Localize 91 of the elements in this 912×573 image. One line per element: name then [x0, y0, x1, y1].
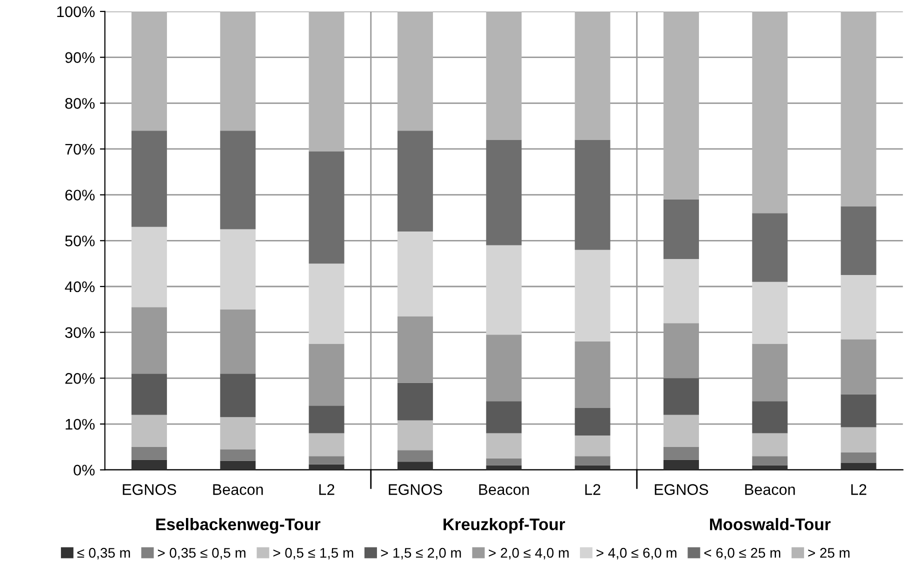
bar — [752, 11, 788, 214]
bar — [574, 408, 610, 436]
bar — [308, 433, 344, 456]
bar — [574, 140, 610, 250]
bar — [397, 450, 433, 462]
bar — [220, 130, 256, 230]
bar — [131, 11, 167, 131]
bar — [574, 435, 610, 456]
bar — [397, 130, 433, 232]
bar — [308, 456, 344, 464]
bar — [220, 460, 256, 470]
bar — [663, 258, 699, 324]
y-tick-label: 0% — [74, 464, 95, 476]
bar — [663, 414, 699, 447]
text: Mooswald-Tour — [710, 518, 831, 530]
bar — [752, 456, 788, 466]
bar — [752, 401, 788, 434]
bar — [574, 11, 610, 140]
bar — [397, 231, 433, 316]
bar — [220, 417, 256, 450]
x-tick-label: EGNOS — [388, 484, 442, 495]
bar — [131, 460, 167, 470]
y-tick-label: 90% — [65, 52, 95, 63]
text: Kreuzkopf-Tour — [444, 518, 566, 534]
x-tick-label: Beacon — [213, 484, 263, 495]
bar — [308, 11, 344, 152]
y-tick-label: 80% — [65, 98, 95, 109]
bar — [308, 264, 344, 344]
legend-label: > 4,0 ≤ 6,0 m — [596, 548, 676, 560]
legend-label: > 2,0 ≤ 4,0 m — [488, 548, 569, 560]
y-tick-label: 70% — [65, 144, 95, 155]
bar — [220, 449, 256, 461]
bar — [131, 374, 167, 415]
bar — [752, 282, 788, 344]
bar — [308, 151, 344, 264]
bar — [308, 464, 344, 470]
bar — [574, 456, 610, 466]
legend-label: < 6,0 ≤ 25 m — [704, 548, 780, 560]
bar — [574, 250, 610, 342]
bar — [397, 11, 433, 131]
bar — [131, 414, 167, 447]
bar — [220, 11, 256, 131]
bar — [663, 446, 699, 460]
bar — [840, 394, 876, 428]
bar — [840, 11, 876, 206]
bar — [486, 11, 522, 140]
bar — [840, 462, 876, 470]
y-tick-label: 100% — [57, 6, 95, 18]
x-tick-label: EGNOS — [122, 484, 176, 495]
x-tick-label: Beacon — [745, 484, 795, 495]
legend-label: > 25 m — [808, 548, 850, 558]
x-tick-label: EGNOS — [654, 484, 708, 495]
bar — [486, 433, 522, 458]
x-tick-label: L2 — [319, 484, 334, 495]
bar — [486, 245, 522, 335]
legend-label: ≤ 0,35 m — [77, 548, 130, 560]
y-tick-label: 10% — [66, 418, 95, 430]
bar — [131, 130, 167, 227]
bar — [220, 374, 256, 418]
bar — [840, 452, 876, 463]
bar — [486, 458, 522, 466]
x-tick-label: Beacon — [479, 484, 529, 495]
y-tick-label: 60% — [65, 190, 95, 201]
bar — [397, 462, 433, 470]
bar — [663, 199, 699, 259]
bar — [397, 420, 433, 450]
y-tick-label: 50% — [65, 236, 95, 246]
legend-label: > 0,35 ≤ 0,5 m — [158, 548, 246, 560]
text: Eselbackenweg-Tour — [156, 518, 320, 534]
legend-label: > 1,5 ≤ 2,0 m — [381, 548, 461, 560]
bar — [663, 460, 699, 470]
bar — [840, 427, 876, 452]
bar — [752, 433, 788, 456]
legend-label: > 0,5 ≤ 1,5 m — [273, 548, 354, 560]
y-tick-label: 20% — [65, 373, 95, 384]
bar — [663, 378, 699, 415]
bar — [131, 446, 167, 460]
bar — [752, 213, 788, 282]
bar — [486, 140, 522, 246]
bar — [663, 11, 699, 200]
x-tick-label: L2 — [851, 484, 866, 495]
bar — [397, 382, 433, 420]
bar — [220, 229, 256, 310]
bar — [840, 206, 876, 276]
bar — [840, 275, 876, 340]
y-tick-label: 30% — [65, 327, 95, 338]
y-tick-label: 40% — [64, 281, 95, 292]
bar — [308, 406, 344, 434]
bar — [486, 401, 522, 434]
bar — [131, 226, 167, 308]
x-tick-label: L2 — [585, 484, 600, 495]
